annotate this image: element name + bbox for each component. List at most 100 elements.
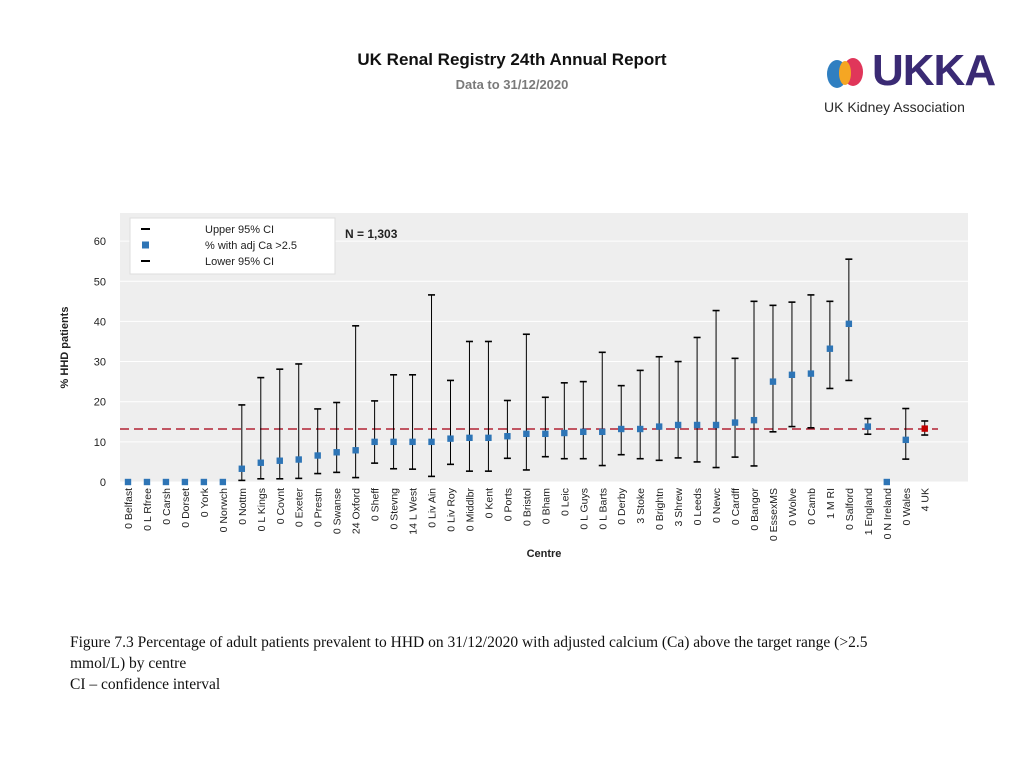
y-tick-label: 30 [94, 357, 106, 369]
data-point [655, 423, 663, 430]
data-point [674, 421, 682, 429]
data-point [371, 438, 378, 446]
x-tick-label: 0 Kent [483, 488, 495, 518]
x-tick-label: 0 L Kings [256, 488, 268, 531]
x-tick-label: 0 Ports [502, 488, 514, 521]
x-tick-label: 0 Wales [901, 488, 913, 526]
x-tick-label: 0 Derby [616, 487, 628, 525]
sample-size-annotation: N = 1,303 [345, 227, 398, 241]
x-tick-label: 0 Bangor [749, 488, 761, 531]
y-tick-label: 10 [94, 437, 106, 449]
y-tick-label: 20 [94, 397, 106, 409]
x-tick-label: 0 N Ireland [882, 488, 894, 540]
data-point [845, 320, 853, 328]
caption-line-2: mmol/L) by centre [70, 655, 187, 672]
y-tick-label: 50 [94, 276, 106, 288]
data-point [561, 429, 568, 437]
x-tick-label: 0 Norwch [218, 488, 230, 533]
x-tick-label: 0 L Guys [578, 488, 590, 530]
data-point [788, 371, 796, 379]
x-tick-label: 0 Brightn [654, 488, 666, 530]
caption-line-1: Figure 7.3 Percentage of adult patients … [70, 634, 868, 651]
legend-entry: Lower 95% CI [205, 256, 274, 268]
x-tick-label: 4 UK [920, 488, 932, 511]
x-tick-label: 0 Belfast [123, 488, 135, 529]
chart: 0 10 20 30 40 50 60 % HHD patients 0 Belfast 0 L … [50, 205, 980, 570]
data-point [504, 433, 511, 440]
data-point [485, 434, 492, 442]
y-tick-label: 60 [94, 236, 106, 248]
x-tick-label: 0 Liv Ain [427, 488, 439, 528]
x-tick-label: 0 Leic [559, 488, 571, 516]
report-title: UK Renal Registry 24th Annual Report [357, 50, 667, 69]
x-tick-label: 3 Stoke [635, 488, 647, 524]
x-tick-label: 0 Middlbr [464, 487, 476, 531]
data-point [352, 447, 359, 454]
x-tick-label: 0 Newc [711, 488, 723, 523]
data-point [618, 425, 625, 433]
logo-wordmark: UKKA [872, 46, 996, 95]
data-point [466, 434, 473, 442]
data-point [162, 478, 170, 486]
x-tick-label: 0 Dorset [180, 488, 192, 528]
x-tick-label: 0 Sheff [370, 488, 382, 521]
x-tick-label: 0 Camb [806, 488, 818, 525]
x-tick-label: 0 EssexMS [768, 488, 780, 541]
data-point [542, 430, 549, 438]
x-tick-label: 14 L West [408, 488, 420, 535]
x-tick-label: 0 Liv Roy [445, 487, 457, 532]
x-tick-label: 3 Shrew [673, 488, 685, 527]
ukka-logo: UKKA UK Kidney Association [822, 46, 997, 120]
x-tick-label: 0 Cardff [730, 488, 742, 525]
data-point [295, 456, 302, 463]
x-tick-label: 0 Carsh [161, 488, 173, 525]
data-point [238, 465, 246, 472]
data-point [921, 425, 928, 432]
data-point [124, 478, 132, 486]
legend-entry: Upper 95% CI [205, 224, 274, 236]
y-tick-label: 40 [94, 316, 106, 328]
data-point [599, 428, 606, 436]
x-tick-label: 0 Swanse [332, 488, 344, 534]
x-tick-label: 0 Stevng [389, 488, 401, 530]
y-tick-label: 0 [100, 477, 106, 489]
x-tick-label: 0 Bham [540, 488, 552, 524]
legend-box [129, 217, 336, 275]
data-point [181, 478, 189, 486]
x-tick-label: 0 Prestn [313, 488, 325, 527]
data-point [580, 428, 587, 436]
x-tick-label: 0 L Rfree [142, 488, 154, 531]
chart-svg: 0 10 20 30 40 50 60 % HHD patients 0 Belfast 0 L … [59, 213, 968, 560]
data-point [712, 421, 720, 429]
data-point [769, 378, 777, 385]
legend-point-marker [142, 241, 149, 249]
data-point [731, 419, 739, 426]
x-tick-label: 1 M RI [825, 488, 837, 519]
kidney-logo-icon [827, 58, 863, 88]
data-point [257, 459, 264, 466]
x-tick-label: 0 Leeds [692, 488, 704, 525]
data-point [902, 436, 909, 444]
x-tick-label: 0 Nottm [237, 488, 249, 525]
data-point [428, 438, 435, 446]
x-tick-label: 0 Salford [844, 488, 856, 530]
data-point [826, 345, 834, 352]
data-point [883, 478, 890, 486]
x-tick-label: 0 Bristol [521, 488, 533, 526]
data-point [314, 452, 321, 459]
x-axis-label: Centre [527, 548, 562, 560]
x-tick-label: 0 Exeter [294, 488, 306, 528]
data-point [807, 370, 815, 377]
y-axis-label: % HHD patients [59, 307, 71, 389]
x-tick-label: 24 Oxford [351, 488, 363, 534]
data-point [409, 438, 416, 446]
data-point [276, 457, 283, 464]
data-point [200, 478, 208, 486]
data-point [693, 421, 701, 429]
data-point [523, 430, 530, 438]
figure-caption: Figure 7.3 Percentage of adult patients … [70, 632, 970, 695]
report-subtitle: Data to 31/12/2020 [455, 77, 569, 92]
legend-entry: % with adj Ca >2.5 [205, 240, 297, 252]
data-point [636, 425, 644, 433]
data-point [864, 423, 872, 430]
